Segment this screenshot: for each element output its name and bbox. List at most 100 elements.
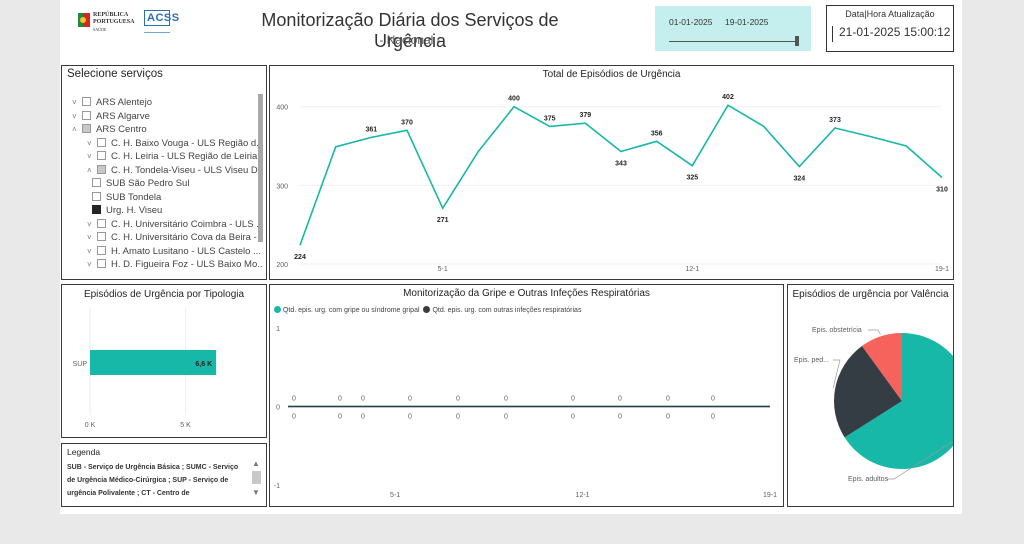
logo-line2: PORTUGUESA	[93, 19, 135, 25]
gripe-title: Monitorização da Gripe e Outras Infeções…	[403, 288, 650, 299]
update-value: 21-01-2025 15:00:12	[839, 25, 951, 39]
data-label-top: 0	[408, 396, 412, 403]
chevron-down-icon[interactable]: ˅	[72, 111, 77, 121]
legend-scrollbar[interactable]	[252, 471, 261, 484]
bar-sup	[90, 350, 217, 375]
update-label: Data|Hora Atualização	[845, 9, 935, 19]
chevron-down-icon[interactable]: ˅	[87, 219, 92, 229]
y-tick-label: -1	[274, 483, 280, 490]
slicer-item[interactable]: ˅ C. H. Leiria - ULS Região de Leiria,...	[72, 151, 262, 164]
legend-dot-outras	[423, 306, 431, 313]
slicer-item-label: H. Amato Lusitano - ULS Castelo ...	[111, 245, 261, 257]
y-tick-label: 1	[276, 326, 280, 333]
date-start[interactable]: 01-01-2025	[669, 17, 713, 27]
slicer-item-label: C. H. Leiria - ULS Região de Leiria,...	[111, 151, 262, 162]
slicer-item[interactable]: ˅ ARS Alentejo	[72, 97, 152, 110]
slicer-item[interactable]: ˅ H. Amato Lusitano - ULS Castelo ...	[72, 245, 261, 259]
slicer-checkbox[interactable]	[97, 232, 106, 241]
data-label-bottom: 0	[292, 414, 296, 421]
logo-line1: REPÚBLICA	[93, 12, 129, 18]
pie-slice	[862, 333, 902, 401]
legend-scroll-up-icon[interactable]: ▲	[252, 459, 260, 468]
data-label-bottom: 0	[361, 414, 365, 421]
chevron-down-icon[interactable]: ˅	[72, 98, 77, 107]
leader-line	[886, 440, 953, 480]
slicer-item[interactable]: SUB São Pedro Sul	[72, 178, 189, 191]
slicer-tree: ˅ ARS Alentejo ˅ ARS Algarve ˄ ARS Centro ˅ C. …	[72, 97, 262, 277]
date-slider-track[interactable]	[669, 41, 799, 42]
legend-panel: Legenda SUB - Serviço de Urgência Básica…	[61, 443, 267, 507]
slicer-checkbox[interactable]	[97, 245, 106, 255]
slicer-item[interactable]: ˄ C. H. Tondela-Viseu - ULS Viseu D...	[72, 164, 262, 178]
slicer-item[interactable]: Urg. H. Viseu	[72, 205, 162, 218]
slicer-checkbox[interactable]	[82, 110, 91, 120]
slicer-item[interactable]: ˅ ARS Algarve	[72, 110, 150, 124]
data-label-top: 0	[338, 396, 342, 403]
slicer-checkbox[interactable]	[97, 218, 106, 228]
slicer-checkbox[interactable]	[82, 124, 91, 133]
slicer-checkbox[interactable]	[97, 259, 106, 268]
gripe-panel: Monitorização da Gripe e Outras Infeções…	[269, 284, 784, 507]
data-label-top: 0	[456, 396, 460, 403]
data-label: 325	[686, 175, 698, 182]
chevron-up-icon[interactable]: ˄	[87, 165, 92, 175]
service-slicer-panel: Selecione serviços ˅ ARS Alentejo ˅ ARS Alg…	[61, 65, 267, 280]
slicer-item-label: ARS Algarve	[96, 110, 150, 122]
data-label: 324	[793, 175, 805, 182]
data-label: 356	[651, 130, 663, 137]
valencia-chart: Epis. adultos Epis. ped... Epis. obstetríc…	[794, 327, 953, 483]
acss-logo-text: ACSS	[144, 10, 179, 26]
slicer-item[interactable]: ˅ C. H. Universitário Cova da Beira - ...	[72, 232, 262, 245]
data-label: 343	[615, 161, 627, 168]
data-label: 310	[936, 187, 948, 194]
slicer-item[interactable]: ˄ ARS Centro	[72, 124, 147, 137]
slicer-scrollbar[interactable]	[258, 94, 263, 242]
data-label-top: 0	[711, 396, 715, 403]
valencia-panel: Episódios de urgência por Valência Epis.…	[787, 284, 954, 507]
data-label-bottom: 0	[456, 414, 460, 421]
page-title: Monitorização Diária dos Serviços de Urg…	[261, 10, 559, 51]
slicer-item-label: H. D. Figueira Foz - ULS Baixo Mo...	[111, 259, 262, 270]
slicer-item[interactable]: SUB Tondela	[72, 191, 161, 205]
pie-slice	[844, 333, 953, 469]
leader-line	[832, 359, 841, 388]
x-tick-label: 12-1	[576, 492, 590, 499]
chevron-down-icon[interactable]: ˅	[87, 260, 92, 269]
data-label: 375	[544, 115, 556, 122]
date-slider-handle[interactable]	[795, 36, 799, 46]
chevron-down-icon[interactable]: ˅	[87, 152, 92, 161]
date-end[interactable]: 19-01-2025	[725, 17, 769, 27]
slicer-checkbox[interactable]	[97, 164, 106, 174]
y-tick-label: 400	[276, 105, 288, 112]
slicer-item[interactable]: ˅ C. H. Baixo Vouga - ULS Região d...	[72, 137, 262, 151]
slicer-checkbox[interactable]	[92, 191, 101, 201]
slice-label: Epis. obstetrícia	[812, 327, 862, 334]
slicer-item-label: Urg. H. Viseu	[106, 205, 163, 216]
x-tick-label: 19-1	[763, 492, 777, 499]
bar-data-label: 6,6 K	[195, 361, 212, 368]
tipologia-title: Episódios de Urgência por Tipologia	[83, 289, 245, 300]
slicer-checkbox[interactable]	[92, 205, 101, 214]
slicer-item[interactable]: ˅ H. D. Figueira Foz - ULS Baixo Mo...	[72, 259, 262, 272]
report-canvas: REPÚBLICA PORTUGUESA SAÚDE ACSS Monitori…	[60, 0, 962, 514]
date-range-slicer[interactable]: 01-01-2025 19-01-2025	[655, 6, 811, 51]
data-label: 224	[294, 254, 306, 261]
data-label-bottom: 0	[408, 414, 412, 421]
slicer-item[interactable]: ˅ C. H. Universitário Coimbra - ULS ...	[72, 218, 262, 232]
chevron-down-icon[interactable]: ˅	[87, 233, 92, 242]
data-label-bottom: 0	[618, 414, 622, 421]
republica-portuguesa-logo: REPÚBLICA PORTUGUESA SAÚDE	[78, 12, 138, 36]
slicer-item-label: C. H. Baixo Vouga - ULS Região d...	[111, 137, 262, 149]
data-label-top: 0	[292, 396, 296, 403]
chevron-down-icon[interactable]: ˅	[87, 138, 92, 148]
slicer-checkbox[interactable]	[97, 151, 106, 160]
legend-scroll-down-icon[interactable]: ▼	[252, 488, 260, 497]
slicer-item-label: C. H. Tondela-Viseu - ULS Viseu D...	[111, 164, 262, 176]
chevron-up-icon[interactable]: ˄	[72, 125, 77, 134]
slicer-checkbox[interactable]	[82, 97, 91, 106]
data-label: 361	[365, 126, 377, 133]
slicer-checkbox[interactable]	[97, 137, 106, 147]
chevron-down-icon[interactable]: ˅	[87, 246, 92, 256]
slicer-checkbox[interactable]	[92, 178, 101, 187]
legend-text: SUB - Serviço de Urgência Básica ; SUMC …	[67, 464, 239, 497]
